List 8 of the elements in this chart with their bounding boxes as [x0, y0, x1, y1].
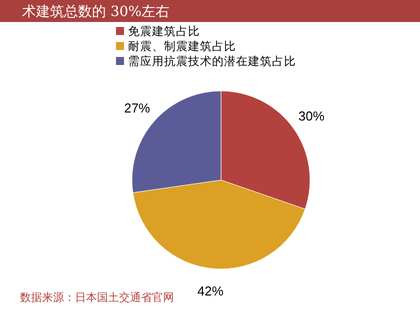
legend-label: 免震建筑占比: [128, 24, 200, 38]
chart-title: 术建筑总数的 30%左右: [22, 4, 170, 20]
data-label: 42%: [197, 283, 224, 298]
data-label: 27%: [124, 100, 151, 116]
legend-label: 需应用抗震技术的潜在建筑占比: [128, 54, 296, 68]
legend-label: 耐震、制震建筑占比: [128, 39, 236, 53]
source-note: 数据来源：日本国土交通省官网: [20, 291, 174, 304]
data-label: 30%: [298, 108, 325, 124]
